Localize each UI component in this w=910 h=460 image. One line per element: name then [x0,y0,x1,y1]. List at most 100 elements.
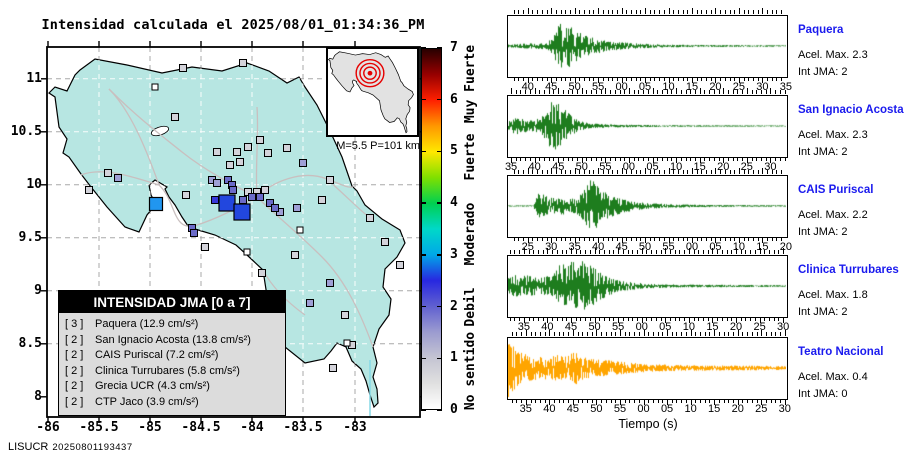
time-tick-minor [718,332,720,336]
time-tick-minor [588,237,590,241]
station-int-jma: Int JMA: 2 [798,66,848,78]
time-tick-major [523,317,525,323]
station-intensity-marker [233,148,241,156]
time-tick-minor [562,157,564,161]
station-intensity-marker [201,243,209,251]
time-tick-major [652,87,654,94]
time-tick-minor [713,157,715,161]
time-tick-label: 50 [568,80,581,93]
time-tick-minor [677,237,679,241]
time-tick-major [574,237,576,243]
station-intensity-marker [213,179,221,187]
time-tick-minor [724,10,726,14]
time-tick-minor [588,10,590,14]
time-tick-minor [582,332,584,336]
time-tick-major [762,237,764,243]
time-tick-minor [727,157,729,161]
waveform-canvas [508,256,786,316]
time-tick-minor [727,90,729,94]
time-tick-major [723,87,725,94]
time-tick-major [699,87,701,94]
colorbar-tick [437,47,442,49]
time-tick-major [738,167,740,174]
time-tick-minor [635,237,637,241]
time-tick-minor [569,77,571,81]
time-tick-major [570,247,572,254]
time-tick-minor [532,77,534,81]
station-intensity-marker [341,311,349,319]
time-tick-minor [523,237,525,241]
time-tick-label: 45 [564,320,578,333]
time-tick-major [525,329,527,336]
time-tick-minor [555,170,557,174]
time-tick-major [712,317,714,323]
time-tick-minor [613,250,615,254]
time-tick-minor [560,237,562,241]
time-tick-minor [781,237,783,241]
time-tick-minor [771,170,773,174]
time-tick-minor [632,317,634,321]
station-accel-max: Acel. Max. 1.8 [798,289,868,301]
time-tick-minor [535,399,537,403]
time-tick-minor [673,77,675,81]
time-tick-major [738,237,740,243]
time-tick-minor [572,90,574,94]
time-tick-minor [780,399,782,403]
legend-entries: [ 3 ] Paquera (12.9 cm/s²) [ 2 ] San Ignac… [59,313,285,415]
time-tick-minor [703,250,704,254]
time-tick-label: 40 [543,402,556,415]
time-tick-minor [588,170,590,174]
time-tick-minor [532,237,534,241]
time-tick-minor [767,10,769,14]
time-tick-minor [756,332,758,336]
time-tick-major [511,87,513,94]
colorbar-tick-value: 2 [450,298,458,314]
time-tick-minor [610,157,612,161]
time-tick-minor [757,237,759,241]
time-tick-minor [655,250,657,254]
time-tick-minor [589,317,591,321]
time-tick-minor [608,250,610,254]
y-tick-label: 8.5 [18,335,42,351]
y-tick-label: 10.5 [10,123,42,139]
time-tick-major [715,7,717,14]
time-tick-minor [743,10,745,14]
time-tick-minor [765,332,767,336]
time-tick-major [527,237,529,243]
time-tick-minor [647,90,649,94]
time-tick-minor [647,157,649,161]
time-tick-label: 45 [552,160,565,173]
time-tick-major [574,167,576,174]
time-tick-minor [516,332,518,336]
y-tick-label: 11 [26,70,42,86]
colorbar-tick [421,357,426,360]
intensity-legend: INTENSIDAD JMA [0 a 7] [ 3 ] Paquera (12.… [58,290,286,416]
time-tick-minor [718,90,720,94]
time-tick-minor [591,157,593,161]
time-tick-major [525,399,527,405]
time-tick-major [746,87,748,94]
time-tick-minor [764,250,766,254]
station-intensity-marker [291,251,299,259]
time-tick-minor [709,332,711,336]
time-tick-minor [640,237,642,241]
x-tick-label: -83 [343,420,367,435]
time-tick-minor [593,170,595,174]
time-tick-minor [565,10,567,14]
colorbar-tick [421,98,426,101]
time-tick-minor [630,77,632,81]
time-tick-major [699,157,701,163]
time-tick-minor [612,170,614,174]
time-tick-major [645,7,647,14]
time-tick-minor [771,237,773,241]
time-tick-minor [754,250,756,254]
station-intensity-marker [306,299,314,307]
time-tick-minor [690,157,692,161]
time-tick-minor [565,170,567,174]
time-tick-label: 55 [599,160,612,173]
time-tick-minor [634,332,636,336]
time-tick-minor [560,10,562,14]
time-tick-minor [724,77,726,81]
time-tick-minor [684,250,686,254]
time-tick-label: 20 [779,240,792,253]
